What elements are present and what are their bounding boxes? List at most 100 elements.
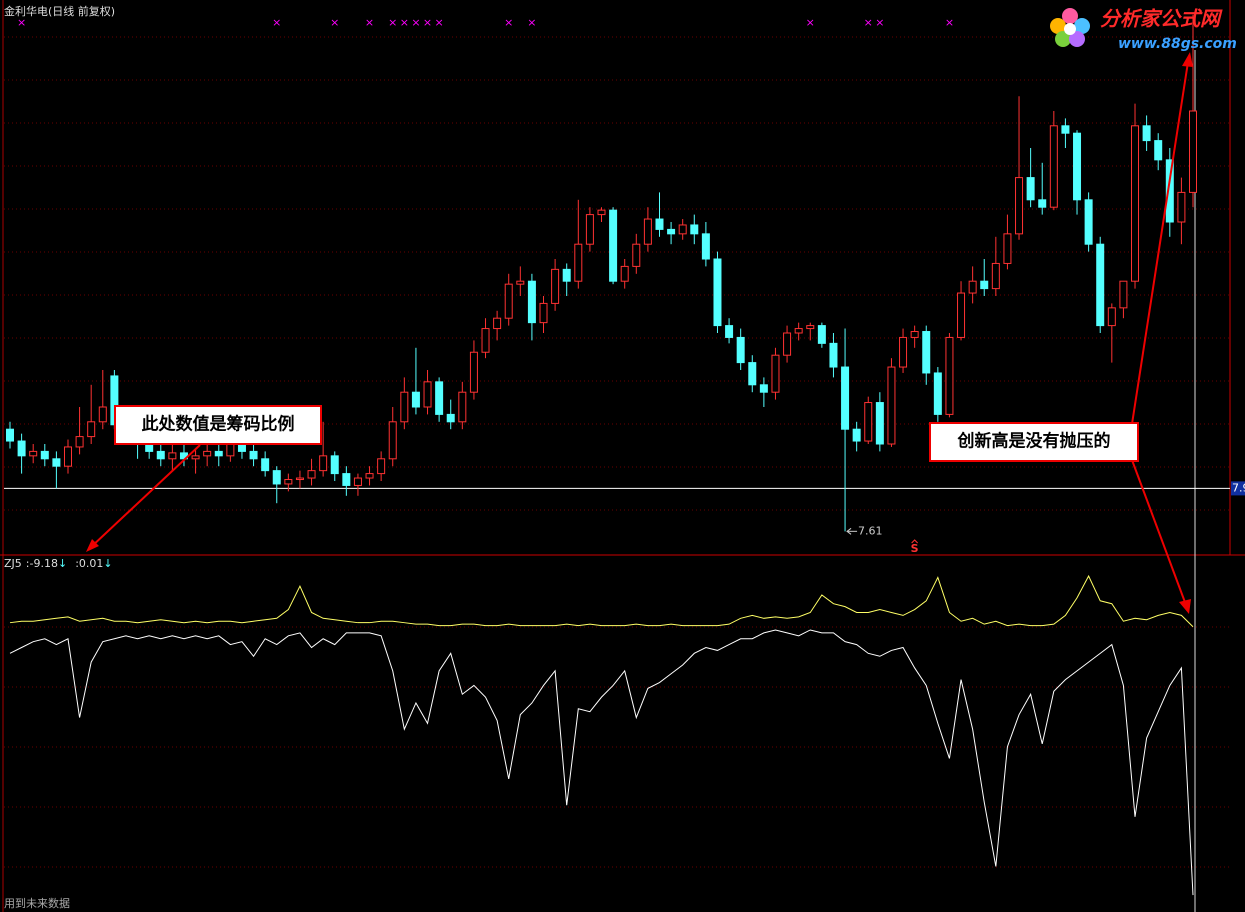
candle-body [1038,199,1047,208]
candle-body [527,280,536,324]
candle-body [87,421,96,438]
candle-body [1049,125,1058,208]
candle-body [759,384,768,393]
logo-name: 分析家公式网 [1100,7,1223,31]
candle-body [1165,159,1174,223]
candle-body [725,325,734,338]
candle-body [145,443,154,452]
note-text: 此处数值是筹码比例 [142,414,295,435]
candle-body [261,458,270,472]
candle-body [307,470,316,479]
candle-body [75,436,84,448]
candle-body [446,413,455,423]
candle-body [910,331,919,338]
candle-body [539,302,548,324]
candle-body [52,458,61,467]
candle-body [1084,199,1093,245]
candle-body [237,443,246,452]
candle-body [203,450,212,457]
candle-body [829,342,838,368]
candle-body [806,325,815,330]
price-label: 7.9 [1232,481,1245,494]
candle-body [817,325,826,344]
note-box [929,422,1139,462]
candle-body [574,243,583,282]
signal-mark: × [945,16,954,29]
candle-body [458,391,467,423]
candle-body [620,265,629,282]
candle-body [713,258,722,327]
candle-body [6,428,14,442]
arrow [89,444,201,549]
indicator-line [9,574,1194,628]
candle-body [295,477,304,481]
candle-body [632,243,641,267]
candle-body [794,328,803,334]
candle-body [1142,125,1151,142]
price-label-box [1231,481,1245,496]
signal-mark: × [411,16,420,29]
candle-body [562,268,571,282]
candle-body [748,362,757,386]
candle-body [957,292,966,338]
candle-body [469,351,478,393]
candle-body [1026,177,1035,201]
signal-mark: × [272,16,281,29]
candle-body [991,262,1000,290]
signal-mark: × [864,16,873,29]
candle-body [922,331,931,374]
candle-body [214,450,223,457]
signal-mark: × [806,16,815,29]
candle-body [551,268,560,304]
logo-center [1064,23,1076,35]
indicator-arrow: ↓ [58,557,67,570]
candle-body [1119,280,1128,309]
candle-body [272,470,281,485]
candle-body [875,402,884,445]
candle-body [388,421,397,460]
candle-body [365,473,374,479]
note-text: 创新高是没有抛压的 [957,431,1111,452]
candle-body [249,450,258,460]
low-label: 7.61 [858,524,883,537]
candle-body [63,446,72,467]
logo-petal [1069,31,1085,47]
candle-body [156,450,165,460]
arrow-head [1182,52,1193,67]
candle-body [945,336,954,415]
candle-body [678,224,687,235]
signal-mark: × [423,16,432,29]
candle-body [643,218,652,245]
indicator-line [9,629,1194,896]
separator: : [26,557,30,570]
logo-petal [1074,18,1090,34]
candle-body [887,366,896,445]
candle-body [411,391,420,408]
candle-body [690,224,699,235]
candle-body [29,450,38,457]
candle-body [864,402,873,442]
indicator-header: ZJ5:-9.18↓:0.01↓ [4,557,113,570]
logo: 分析家公式网 www.88gs.com [1050,7,1237,52]
candle-body [783,332,792,356]
candle-body [493,317,502,330]
logo-url: www.88gs.com [1118,36,1237,52]
candle-body [1154,140,1163,161]
signal-mark: × [365,16,374,29]
logo-petal [1062,8,1078,24]
candle-body [899,336,908,368]
signal-mark: × [388,16,397,29]
candle-body [284,479,293,485]
sell-mark: S [911,542,919,555]
indicator-arrow: ↓ [103,557,112,570]
arrow [1131,61,1189,425]
candle-body [1131,125,1140,282]
candle-body [1096,243,1105,327]
candle-body [1073,132,1082,201]
candle-body [701,233,710,260]
arrow [1131,459,1187,606]
candle-body [655,218,664,230]
signal-mark: × [875,16,884,29]
